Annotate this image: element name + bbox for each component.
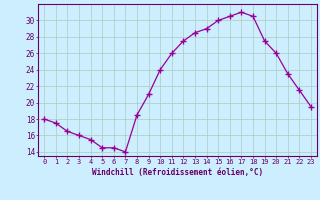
X-axis label: Windchill (Refroidissement éolien,°C): Windchill (Refroidissement éolien,°C)	[92, 168, 263, 177]
